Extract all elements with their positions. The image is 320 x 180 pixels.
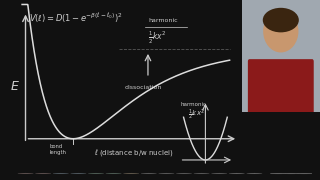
Text: harmonic: harmonic <box>148 18 178 23</box>
Text: $V(\ell) = D(1-e^{-\beta(\ell-\ell_0)})^2$: $V(\ell) = D(1-e^{-\beta(\ell-\ell_0)})^… <box>29 12 123 25</box>
Text: $\frac{1}{2}kx^2$: $\frac{1}{2}kx^2$ <box>188 108 205 122</box>
Ellipse shape <box>263 8 299 32</box>
Text: bond
length: bond length <box>49 144 66 155</box>
Text: harmonic: harmonic <box>181 102 207 107</box>
Text: E: E <box>10 80 18 93</box>
Text: $\frac{1}{2}kx^2$: $\frac{1}{2}kx^2$ <box>148 30 166 46</box>
FancyBboxPatch shape <box>248 59 314 114</box>
Circle shape <box>296 173 312 174</box>
Ellipse shape <box>263 10 299 52</box>
Circle shape <box>270 173 286 174</box>
Text: $\ell$ (distance b/w nuclei): $\ell$ (distance b/w nuclei) <box>93 147 173 158</box>
Text: dissociation: dissociation <box>124 85 162 90</box>
Circle shape <box>283 173 299 174</box>
